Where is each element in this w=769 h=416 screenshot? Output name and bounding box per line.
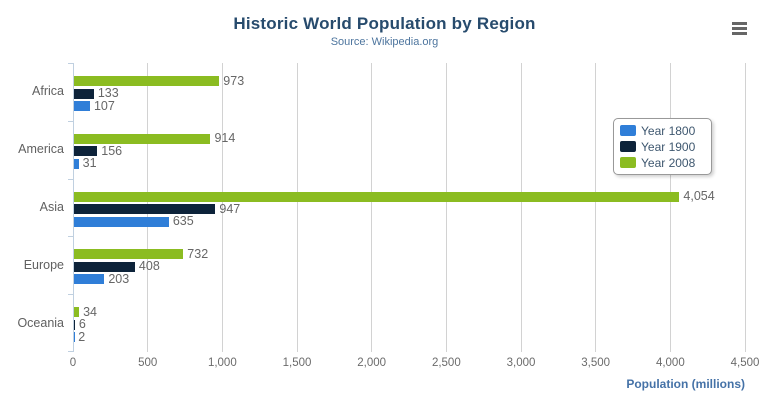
bar-year-1900-europe[interactable]: [74, 261, 135, 272]
legend-item-year-2008[interactable]: Year 2008: [620, 156, 705, 170]
gridline: [744, 63, 746, 352]
bar-value-label: 914: [214, 131, 236, 146]
x-tick-label: 1,000: [207, 357, 237, 369]
category-label-america: America: [18, 142, 64, 157]
category-axis-tick: [68, 294, 73, 296]
bar-value-label: 31: [82, 156, 97, 171]
legend-swatch-icon: [620, 125, 636, 136]
legend-item-year-1900[interactable]: Year 1900: [620, 140, 705, 154]
x-tick-label: 3,500: [581, 357, 611, 369]
bar-year-2008-europe[interactable]: [74, 249, 184, 260]
bar-year-1900-america[interactable]: [74, 146, 98, 157]
gridline: [520, 63, 522, 352]
category-label-oceania: Oceania: [17, 315, 64, 330]
category-label-asia: Asia: [39, 200, 64, 214]
x-tick-label: 4,000: [655, 357, 685, 369]
bar-value-label: 947: [219, 201, 241, 216]
x-tick-label: 2,500: [431, 357, 461, 369]
bar-year-1900-asia[interactable]: [74, 204, 216, 215]
legend-swatch-icon: [620, 157, 636, 168]
x-tick-label: 2,000: [357, 357, 387, 369]
x-tick-label: 4,500: [730, 357, 760, 369]
bar-year-2008-africa[interactable]: [74, 76, 220, 86]
hamburger-icon: [731, 26, 747, 30]
bar-year-1800-america[interactable]: [74, 158, 79, 169]
gridline: [371, 63, 373, 352]
bar-value-label: 732: [187, 246, 209, 261]
legend-item-label: Year 1900: [641, 139, 696, 154]
category-axis-tick: [68, 236, 73, 238]
hamburger-icon: [731, 21, 747, 25]
gridline: [296, 63, 298, 352]
bar-year-1800-asia[interactable]: [74, 216, 169, 227]
chart-subtitle: Source: Wikipedia.org: [330, 36, 439, 48]
gridline: [669, 63, 671, 352]
bar-year-1800-europe[interactable]: [74, 274, 105, 285]
chart-title: Historic World Population by Region: [233, 14, 536, 33]
bar-value-label: 34: [83, 304, 97, 319]
category-axis-tick: [68, 178, 73, 180]
bar-value-label: 4,054: [683, 189, 715, 204]
legend-item-year-1800[interactable]: Year 1800: [620, 124, 705, 138]
legend: Year 1800 Year 1900 Year 2008: [613, 118, 712, 175]
x-tick-label: 1,500: [282, 357, 312, 369]
bar-value-label: 6: [78, 317, 86, 332]
bar-year-1900-africa[interactable]: [74, 88, 94, 99]
x-axis-title: Population (millions): [626, 377, 745, 391]
bar-value-label: 973: [223, 73, 245, 88]
bar-value-label: 133: [97, 86, 119, 100]
legend-item-label: Year 2008: [641, 155, 696, 170]
bar-value-label: 408: [138, 259, 160, 274]
bar-value-label: 156: [101, 143, 123, 158]
category-axis-line: [73, 63, 74, 352]
bar-year-2008-america[interactable]: [74, 133, 211, 144]
bar-value-label: 203: [108, 271, 130, 286]
x-tick-label: 500: [138, 357, 158, 369]
x-tick-label: 0: [69, 357, 77, 369]
bar-value-label: 635: [172, 214, 194, 229]
context-menu-button[interactable]: [729, 18, 749, 38]
category-axis-tick: [68, 63, 73, 64]
category-axis-tick: [68, 351, 73, 352]
bar-value-label: 107: [93, 98, 115, 113]
legend-item-label: Year 1800: [641, 123, 696, 138]
x-tick-label: 3,000: [506, 357, 536, 369]
bar-year-1900-oceania[interactable]: [74, 319, 75, 330]
bar-value-label: 2: [78, 329, 86, 344]
bar-year-1800-africa[interactable]: [74, 101, 90, 111]
category-axis-tick: [68, 120, 73, 122]
gridline: [595, 63, 597, 352]
plot-area: 973 133 107 914 156 31 4,054 947 635 732 408 203 34 6…: [68, 63, 746, 352]
hamburger-icon: [731, 31, 747, 35]
legend-swatch-icon: [620, 141, 636, 152]
bar-year-2008-asia[interactable]: [74, 191, 680, 202]
gridline: [221, 63, 223, 352]
category-label-africa: Africa: [32, 84, 64, 99]
bar-year-2008-oceania[interactable]: [74, 307, 80, 318]
category-label-europe: Europe: [23, 257, 64, 272]
gridline: [445, 63, 447, 352]
